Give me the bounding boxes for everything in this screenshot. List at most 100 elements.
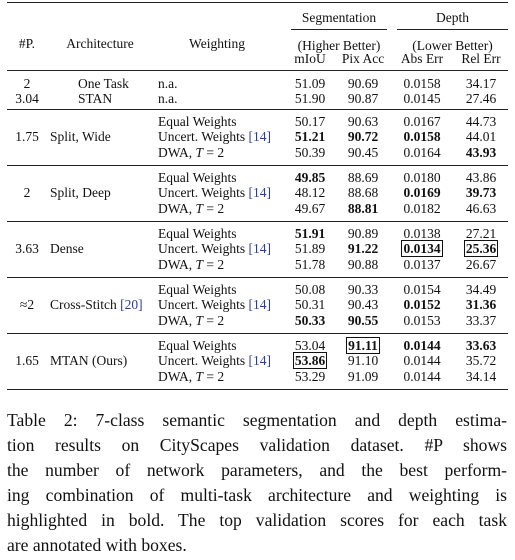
citation-link[interactable]: [14]: [248, 297, 272, 313]
pix-value: 91.09: [347, 368, 379, 384]
weighting-cell: Equal Weights: [158, 282, 288, 298]
math-variable: T: [195, 256, 204, 272]
weighting-cell: Uncert. Weights [14]: [158, 353, 288, 369]
pix-cell: 90.88: [336, 257, 390, 273]
depth-note: (Lower Better): [412, 38, 493, 53]
miou-cell: 50.08: [286, 282, 334, 298]
pix-value: 88.68: [347, 185, 379, 201]
abs-cell: 0.0180: [393, 170, 451, 186]
miou-value: 49.85: [294, 170, 326, 185]
rel-cell: 26.67: [453, 257, 509, 273]
architecture-cell: Cross-Stitch [20]: [50, 297, 160, 313]
rel-cell: 27.21: [453, 226, 509, 242]
weighting-cell: DWA, T = 2: [158, 144, 225, 160]
params-cell: 2: [23, 76, 31, 91]
citation-link[interactable]: [20]: [120, 297, 143, 313]
relerr-col-header: Rel Err: [461, 51, 501, 66]
abs-cell: 0.0137: [393, 257, 451, 273]
weighting-label: Uncert. Weights: [158, 241, 246, 257]
weighting-cell: Equal Weights: [158, 226, 288, 242]
miou-value: 50.39: [294, 144, 326, 160]
depth-group-header: Depth: [436, 10, 469, 25]
abs-cell: 0.0153: [393, 313, 451, 329]
rel-cell: 35.72: [453, 353, 509, 369]
abs-value: 0.0167: [403, 114, 441, 129]
rel-value: 33.37: [465, 312, 497, 328]
abs-value: 0.0152: [403, 297, 441, 313]
weighting-label: Equal Weights: [158, 170, 237, 185]
params-cell: 1.75: [15, 129, 39, 145]
miou-cell: 53.86: [286, 352, 334, 370]
miou-value: 50.08: [294, 282, 326, 297]
weighting-label: Equal Weights: [158, 114, 237, 129]
architecture-cell: Split, Wide: [50, 129, 160, 145]
architecture-label: Dense: [50, 241, 84, 257]
rel-value: 31.36: [465, 297, 497, 313]
pix-value: 90.55: [347, 312, 379, 328]
params-cell: 3.04: [15, 91, 39, 107]
params-cell: ≈2: [19, 297, 35, 313]
table-caption: Table 2: 7-class semantic segmentation a…: [7, 408, 507, 558]
abs-value: 0.0158: [403, 129, 441, 145]
rel-value: 44.73: [465, 114, 497, 129]
architecture-label: Cross-Stitch: [50, 297, 117, 313]
pix-cell: 91.10: [336, 353, 390, 369]
rel-value: 25.36: [463, 240, 499, 258]
rel-cell: 46.63: [453, 201, 509, 217]
weighting-cell: DWA, T = 2: [158, 256, 225, 272]
rel-cell: 25.36: [453, 240, 509, 258]
abs-value: 0.0169: [403, 185, 441, 201]
abs-value: 0.0144: [403, 338, 441, 353]
pix-value: 90.87: [347, 91, 379, 107]
rel-cell: 43.86: [453, 170, 509, 186]
bottom-rule: [7, 389, 508, 390]
rel-value: 27.46: [465, 91, 497, 107]
pix-value: 90.33: [347, 282, 379, 297]
rel-value: 43.86: [465, 170, 497, 185]
weighting-cell: n.a.: [158, 76, 288, 92]
header-rule: [7, 70, 508, 71]
weighting-label: n.a.: [158, 76, 178, 91]
pixacc-col-header: Pix Acc: [341, 51, 385, 66]
weighting-label: Uncert. Weights: [158, 297, 246, 313]
architecture-cell: MTAN (Ours): [50, 353, 160, 369]
rel-cell: 44.01: [453, 129, 509, 145]
citation-link[interactable]: [14]: [248, 241, 272, 257]
pix-cell: 90.89: [336, 226, 390, 242]
miou-value: 50.17: [294, 114, 326, 129]
abs-value: 0.0164: [403, 144, 441, 160]
group-rule-1: [7, 109, 508, 110]
weighting-cell: DWA, T = 2: [158, 368, 225, 384]
abserr-col-header: Abs Err: [400, 51, 444, 66]
pix-value: 90.69: [347, 76, 379, 91]
citation-link[interactable]: [14]: [248, 129, 272, 145]
rel-value: 39.73: [465, 185, 497, 201]
miou-cell: 51.91: [286, 226, 334, 242]
pix-cell: 90.63: [336, 114, 390, 130]
citation-link[interactable]: [14]: [248, 185, 272, 201]
abs-cell: 0.0158: [393, 76, 451, 92]
rel-value: 34.14: [465, 368, 497, 384]
group-rule-2: [7, 165, 508, 166]
rel-value: 46.63: [465, 200, 497, 216]
miou-cell: 51.78: [286, 257, 334, 273]
miou-value: 51.90: [294, 91, 326, 107]
miou-cell: 48.12: [286, 185, 334, 201]
architecture-cell: Dense: [50, 241, 160, 257]
pix-cell: 88.68: [336, 185, 390, 201]
abs-cell: 0.0158: [393, 129, 451, 145]
abs-cell: 0.0144: [393, 369, 451, 385]
pix-cell: 90.45: [336, 145, 390, 161]
rel-value: 44.01: [465, 129, 497, 145]
citation-link[interactable]: [14]: [248, 353, 272, 369]
weighting-label: Uncert. Weights: [158, 129, 246, 145]
abs-cell: 0.0154: [393, 282, 451, 298]
miou-value: 51.21: [294, 129, 326, 145]
rel-cell: 31.36: [453, 297, 509, 313]
rel-value: 35.72: [465, 353, 497, 369]
rel-cell: 27.46: [453, 91, 509, 107]
miou-value: 53.86: [292, 352, 328, 370]
weighting-label: n.a.: [158, 91, 178, 107]
abs-cell: 0.0134: [393, 240, 451, 258]
abs-value: 0.0137: [403, 256, 441, 272]
